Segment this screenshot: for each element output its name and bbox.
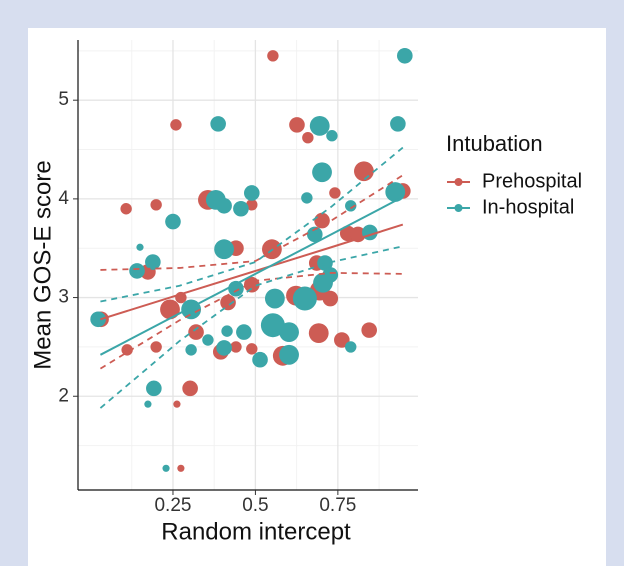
point [145, 254, 161, 270]
point [146, 380, 162, 397]
point [243, 185, 260, 201]
legend-label: In-hospital [482, 196, 574, 218]
point [230, 341, 242, 353]
legend-marker [454, 178, 463, 186]
point [129, 263, 145, 279]
point [182, 380, 198, 397]
axes: 2 3 4 5 0.25 0.5 0.75 [58, 40, 418, 516]
point [181, 299, 202, 320]
point [162, 464, 170, 472]
point [345, 200, 357, 212]
confidence-band [99, 245, 404, 409]
point [216, 197, 232, 214]
point [214, 239, 234, 260]
point [246, 199, 258, 211]
point [233, 200, 249, 217]
point [185, 344, 197, 356]
point [150, 341, 162, 353]
point [313, 272, 333, 293]
point [317, 255, 333, 271]
point [221, 325, 233, 337]
point [228, 280, 244, 297]
x-tick-label: 0.75 [319, 495, 356, 516]
point [202, 334, 214, 346]
point [160, 299, 180, 320]
x-tick-label: 0.5 [242, 495, 268, 516]
point [121, 344, 133, 356]
y-axis-label: Mean GOS-E score [29, 160, 56, 369]
point [306, 226, 323, 243]
point [322, 290, 339, 307]
point [90, 311, 106, 328]
point [308, 323, 329, 343]
point [170, 119, 182, 131]
legend-label: Prehospital [482, 170, 582, 192]
point [326, 130, 338, 142]
point [289, 117, 305, 133]
point [144, 400, 152, 408]
confidence-band [99, 271, 403, 370]
point [309, 115, 330, 136]
point [390, 116, 406, 132]
x-axis-label: Random intercept [161, 518, 351, 545]
point [354, 161, 374, 182]
point [136, 243, 144, 251]
point [236, 324, 252, 340]
point [301, 192, 313, 204]
confidence-band [100, 174, 404, 271]
point [120, 203, 132, 215]
point [150, 199, 162, 211]
point [361, 322, 377, 338]
marks [90, 47, 413, 472]
point [329, 187, 341, 199]
point [334, 332, 350, 348]
y-tick-label: 5 [58, 89, 69, 110]
y-tick-label: 2 [58, 385, 69, 406]
point [260, 313, 285, 338]
point [210, 116, 226, 132]
point [252, 351, 268, 368]
point [173, 400, 181, 408]
point [220, 294, 236, 311]
point [279, 322, 299, 343]
point [246, 343, 258, 355]
x-tick-label: 0.25 [154, 495, 191, 516]
point [177, 464, 185, 472]
point [267, 50, 279, 62]
point [165, 213, 181, 230]
point [385, 182, 406, 202]
point [264, 288, 285, 309]
point [302, 131, 314, 144]
point [279, 344, 299, 365]
point [345, 341, 357, 353]
point [188, 324, 204, 340]
fit-line [99, 196, 404, 356]
y-tick-label: 3 [58, 287, 69, 308]
point [397, 47, 413, 64]
y-tick-label: 4 [58, 188, 69, 209]
point [292, 286, 317, 311]
legend-marker [454, 204, 463, 212]
legend: Prehospital In-hospital [447, 170, 582, 218]
legend-title: Intubation [446, 131, 543, 156]
fit-line [100, 223, 404, 321]
point [312, 162, 332, 183]
point [216, 340, 232, 356]
point [314, 212, 330, 229]
